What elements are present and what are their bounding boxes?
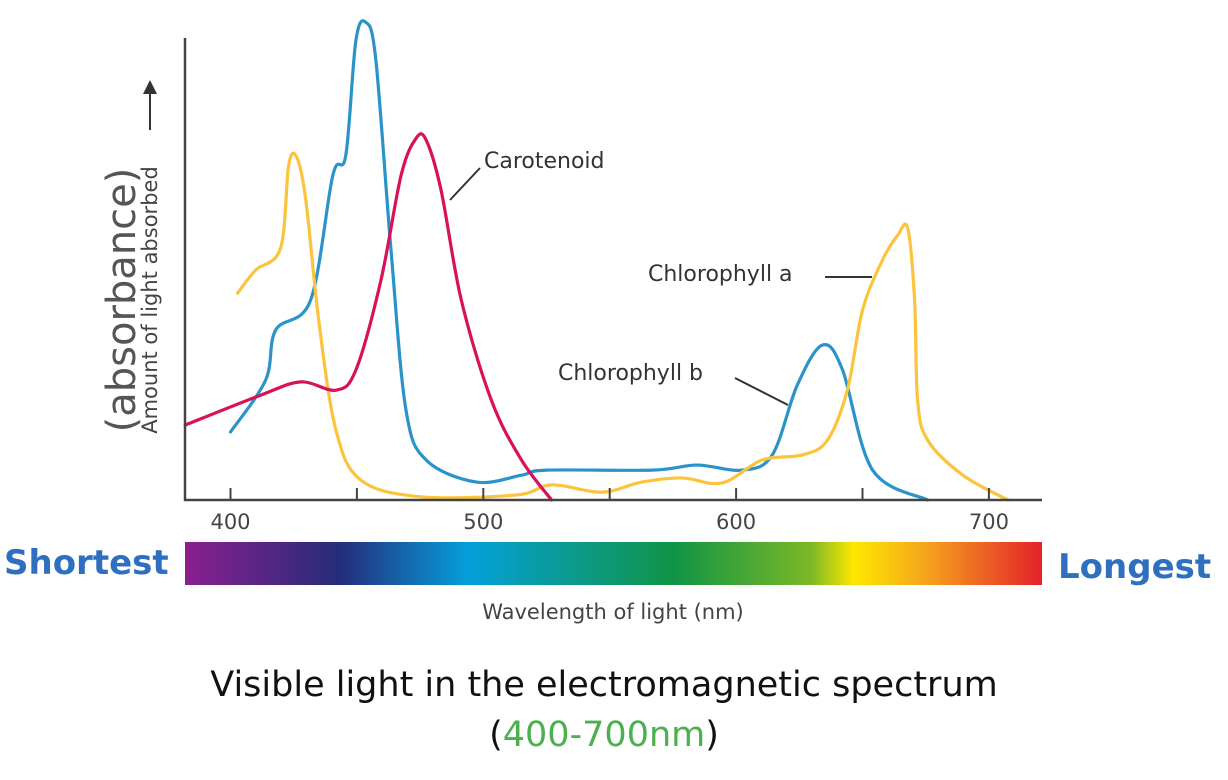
label-shortest: Shortest — [4, 543, 169, 583]
visible-spectrum-bar — [185, 542, 1042, 585]
x-tick-labels: 400 500 600 700 — [210, 510, 1009, 534]
chart-title: Visible light in the electromagnetic spe… — [210, 665, 997, 705]
chart-subtitle: (400-700nm) — [489, 715, 719, 755]
y-axis-label-main: (absorbance) — [99, 168, 145, 433]
subtitle-close-paren: ) — [705, 715, 719, 755]
subtitle-range: 400-700nm — [503, 715, 706, 755]
series-curves — [183, 19, 1010, 502]
x-tick-label: 500 — [463, 510, 503, 534]
y-axis-arrow-icon — [143, 80, 157, 130]
annotation-chlorophyll-b: Chlorophyll b — [558, 361, 789, 406]
series-line-carotenoid — [183, 132, 554, 502]
label-carotenoid: Carotenoid — [484, 149, 605, 174]
annotation-chlorophyll-a: Chlorophyll a — [648, 262, 872, 287]
subtitle-open-paren: ( — [489, 715, 503, 755]
series-line-chlorophyll-b — [228, 19, 930, 502]
label-chlorophyll-a: Chlorophyll a — [648, 262, 793, 287]
y-axis-label-sub: Amount of light absorbed — [138, 166, 162, 434]
x-ticks — [229, 488, 990, 500]
label-chlorophyll-b: Chlorophyll b — [558, 361, 703, 386]
label-longest: Longest — [1058, 547, 1211, 587]
x-axis-label: Wavelength of light (nm) — [482, 600, 744, 624]
x-tick-label: 600 — [716, 510, 756, 534]
x-tick-label: 700 — [969, 510, 1009, 534]
x-tick-label: 400 — [210, 510, 250, 534]
series-line-chlorophyll-a — [235, 151, 1010, 502]
annotation-carotenoid: Carotenoid — [449, 149, 605, 201]
